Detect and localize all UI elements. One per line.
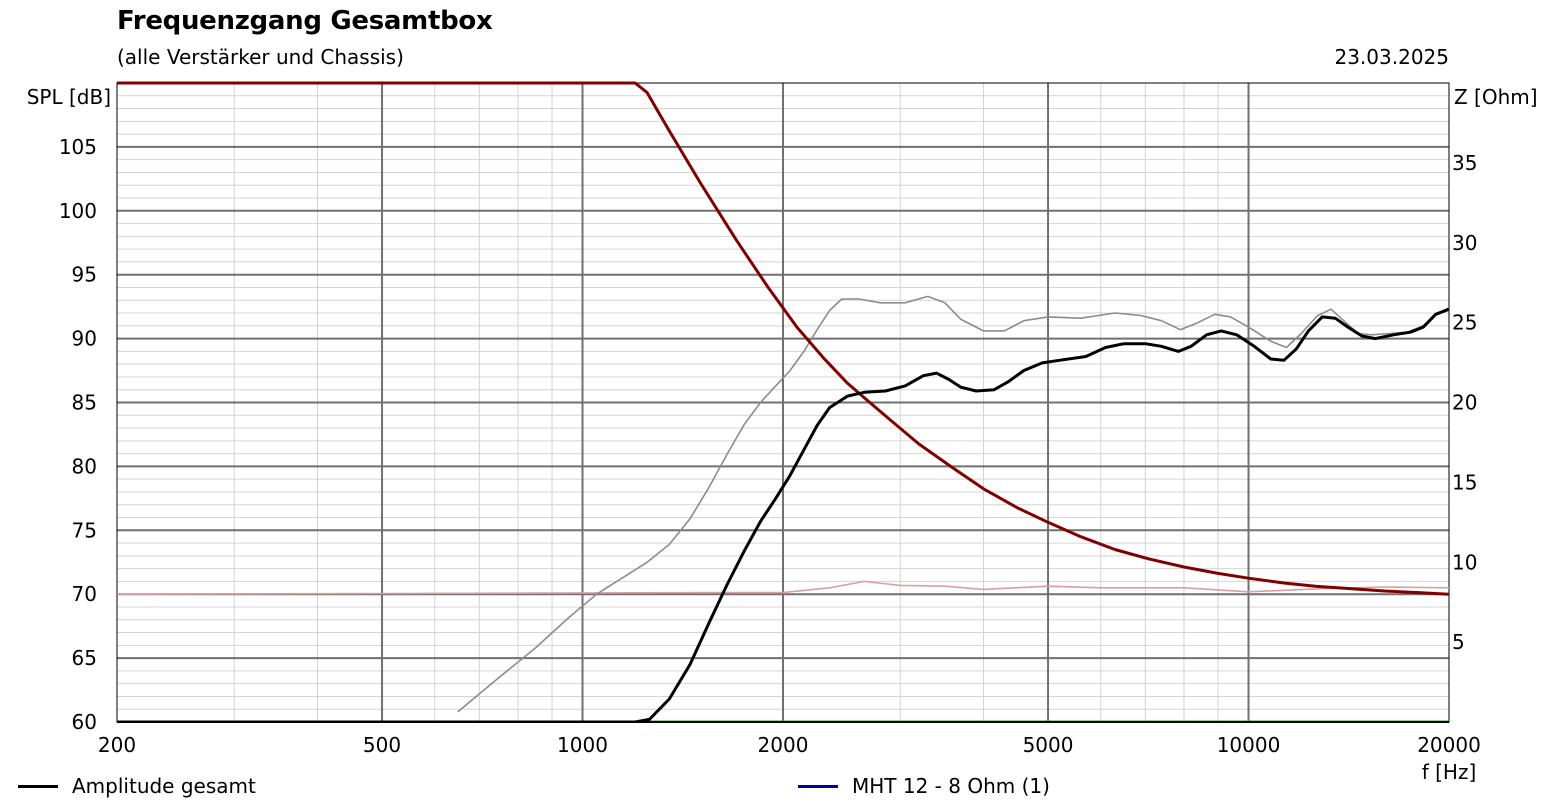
legend-label-amplitude: Amplitude gesamt <box>72 774 256 798</box>
y-right-axis-label: Z [Ohm] <box>1454 85 1538 109</box>
legend-swatch-mht12 <box>798 784 838 788</box>
y-left-tick-label: 90 <box>72 327 97 351</box>
y-left-tick-label: 75 <box>72 518 97 542</box>
y-left-tick-label: 70 <box>72 582 97 606</box>
legend-swatch-amplitude <box>18 784 58 788</box>
y-left-tick-label: 65 <box>72 646 97 670</box>
y-right-tick-label: 25 <box>1452 311 1477 335</box>
series-line-1 <box>457 295 1450 713</box>
legend-item-mht12: MHT 12 - 8 Ohm (1) <box>798 774 1050 798</box>
x-tick-label: 20000 <box>1417 733 1481 757</box>
chart-title: Frequenzgang Gesamtbox <box>117 6 493 36</box>
y-left-tick-label: 95 <box>72 263 97 287</box>
tick-labels: 200 500 1000 2000 5000 10000 20000 60 65 70 75 80 85… <box>59 135 1481 757</box>
series-line-3 <box>116 580 1450 595</box>
x-tick-label: 200 <box>98 733 136 757</box>
x-tick-label: 2000 <box>758 733 809 757</box>
x-tick-label: 5000 <box>1023 733 1074 757</box>
legend-item-amplitude: Amplitude gesamt <box>18 774 256 798</box>
y-right-tick-label: 35 <box>1452 151 1477 175</box>
curves <box>0 81 1551 753</box>
y-left-tick-label: 100 <box>59 199 97 223</box>
y-right-tick-label: 15 <box>1452 470 1477 494</box>
y-right-tick-label: 5 <box>1452 630 1465 654</box>
y-right-tick-label: 10 <box>1452 550 1477 574</box>
axis-mask <box>0 723 1551 753</box>
y-left-tick-label: 60 <box>72 710 97 734</box>
y-left-tick-label: 105 <box>59 135 97 159</box>
chart-subtitle: (alle Verstärker und Chassis) <box>117 45 404 69</box>
y-left-tick-label: 85 <box>72 391 97 415</box>
y-left-tick-label: 80 <box>72 454 97 478</box>
x-tick-label: 10000 <box>1217 733 1281 757</box>
y-left-axis-label: SPL [dB] <box>27 85 111 109</box>
y-right-tick-label: 20 <box>1452 391 1477 415</box>
legend-label-mht12: MHT 12 - 8 Ohm (1) <box>852 774 1050 798</box>
chart-date: 23.03.2025 <box>1334 45 1449 69</box>
series-line-2 <box>117 81 1450 596</box>
x-axis-label: f [Hz] <box>1422 760 1477 784</box>
x-tick-label: 1000 <box>557 733 608 757</box>
series-line-0 <box>117 307 1450 724</box>
y-right-tick-label: 30 <box>1452 231 1477 255</box>
x-tick-label: 500 <box>363 733 401 757</box>
major-grid <box>117 83 1449 723</box>
